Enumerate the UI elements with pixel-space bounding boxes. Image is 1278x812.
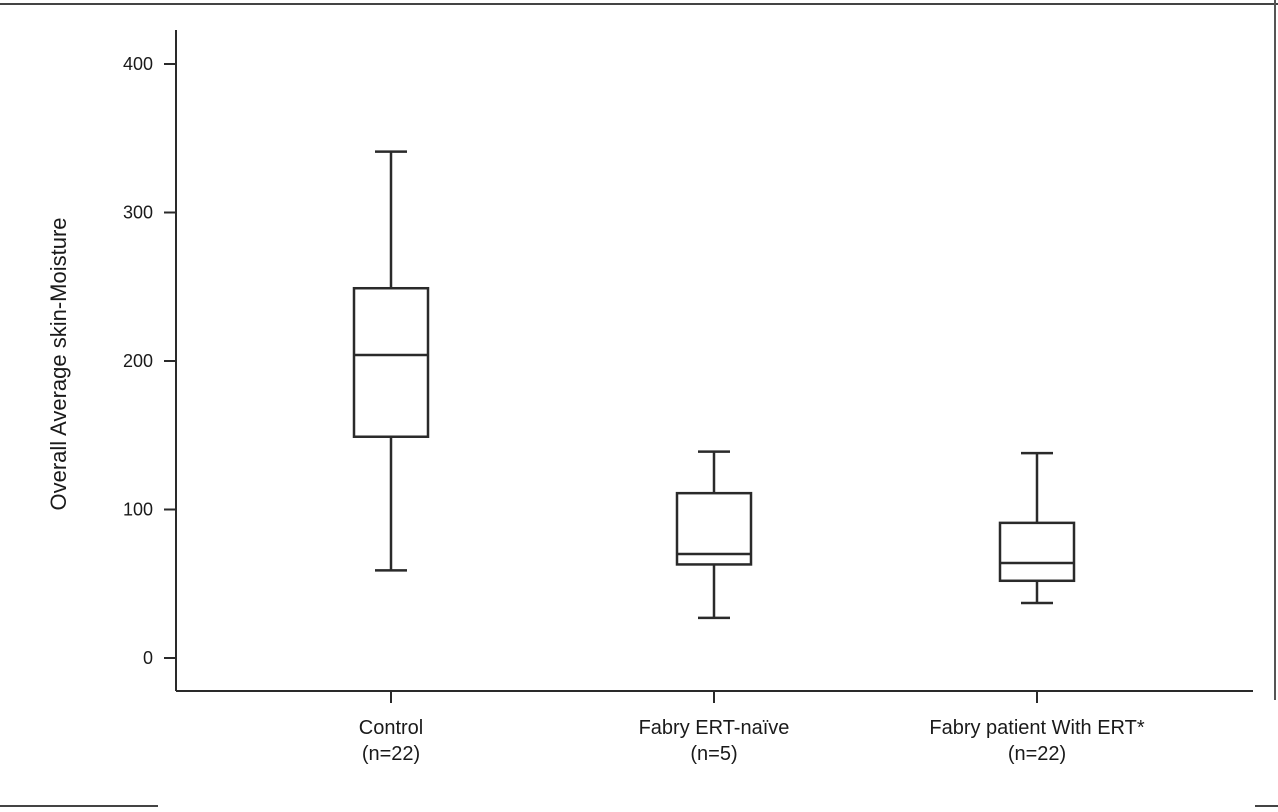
iqr-box: [352, 286, 430, 438]
y-tick-label: 400: [123, 54, 153, 74]
box-series: [352, 150, 1076, 620]
box-3: [998, 451, 1076, 605]
x-axis-ticks: Control (n=22) Fabry ERT-naïve (n=5) Fabry p…: [359, 691, 1145, 765]
iqr-box: [675, 491, 753, 566]
x-tick-label: Control: [359, 717, 423, 739]
box-2: [675, 450, 753, 620]
y-tick-label: 300: [123, 203, 153, 223]
y-tick-label: 100: [123, 500, 153, 520]
box-1: [352, 150, 430, 572]
iqr-box: [998, 521, 1076, 583]
y-tick-label: 200: [123, 351, 153, 371]
x-tick-count-label: (n=22): [1008, 743, 1066, 765]
y-tick-label: 0: [143, 648, 153, 668]
x-tick-label: Fabry patient With ERT*: [929, 717, 1144, 739]
y-axis-ticks: 0 100 200 300 400: [123, 54, 176, 668]
x-tick-count-label: (n=22): [362, 743, 420, 765]
y-axis-label: Overall Average skin-Moisture: [46, 217, 71, 510]
x-tick-count-label: (n=5): [690, 743, 737, 765]
x-tick-label: Fabry ERT-naïve: [639, 717, 790, 739]
